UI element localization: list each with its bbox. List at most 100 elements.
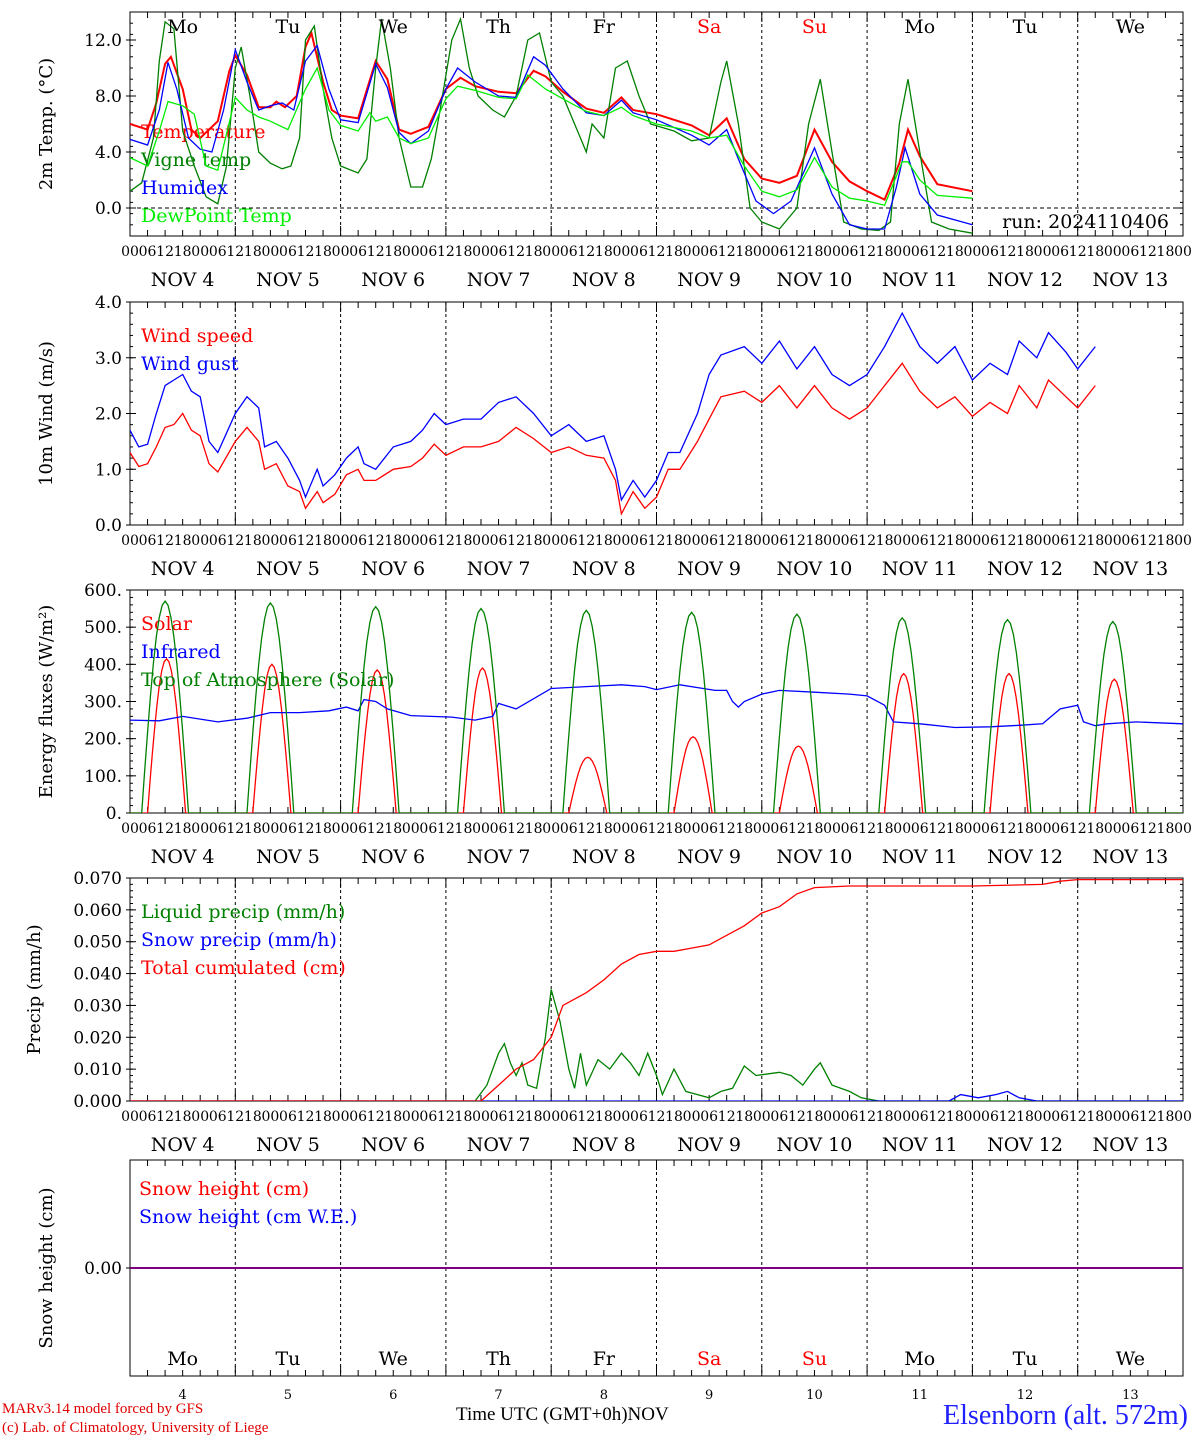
hour-tick-label: 12: [156, 821, 174, 837]
hour-tick-label: 12: [788, 821, 806, 837]
hour-tick-label: 00: [753, 821, 771, 837]
hour-tick-label: 06: [630, 533, 648, 549]
series-line: [130, 16, 973, 234]
day-number-label: 9: [705, 1388, 713, 1403]
hour-tick-label: 00: [1104, 533, 1122, 549]
hour-tick-label: 18: [1157, 244, 1175, 260]
hour-tick-label: 00: [963, 533, 981, 549]
hour-tick-label: 06: [419, 1109, 437, 1125]
series-line: [130, 684, 1183, 729]
y-tick-label: 8.0: [95, 87, 122, 107]
hour-tick-label: 06: [279, 1109, 297, 1125]
hour-tick-label: 18: [876, 1109, 894, 1125]
hour-tick-label: 18: [735, 821, 753, 837]
hour-tick-label: 18: [806, 821, 824, 837]
hour-tick-label: 00: [963, 244, 981, 260]
hour-tick-label: 12: [437, 1109, 455, 1125]
hour-tick-label: 12: [226, 533, 244, 549]
hour-tick-label: 06: [1121, 1109, 1139, 1125]
hour-tick-label: 12: [297, 533, 315, 549]
y-tick-label: 0.000: [73, 1092, 122, 1112]
hour-tick-label: 06: [911, 533, 929, 549]
y-tick-label: 4.0: [95, 293, 122, 313]
legend-entry: Vigne temp: [140, 149, 251, 171]
hour-tick-label: 06: [139, 244, 157, 260]
legend-entry: Snow height (cm W.E.): [139, 1206, 357, 1228]
weekday-label: Mo: [904, 1348, 935, 1370]
hour-tick-label: 06: [349, 821, 367, 837]
hour-tick-label: 18: [384, 1109, 402, 1125]
weekday-label: We: [1116, 1348, 1145, 1370]
hour-tick-label: 18: [455, 1109, 473, 1125]
weekday-label: Fr: [593, 1348, 616, 1370]
legend-entry: Solar: [141, 613, 193, 635]
hour-tick-label: 00: [542, 244, 560, 260]
y-tick-label: 0.0: [95, 199, 122, 219]
y-tick-label: 0.: [106, 804, 122, 824]
hour-tick-label: 06: [209, 533, 227, 549]
weekday-label: Sa: [697, 16, 721, 38]
series-line: [130, 311, 1096, 502]
y-axis-label: Energy fluxes (W/m²): [36, 605, 57, 799]
hour-tick-label: 06: [490, 244, 508, 260]
date-label: NOV 13: [1092, 269, 1168, 291]
hour-tick-label: 00: [261, 821, 279, 837]
date-label: NOV 4: [151, 558, 215, 580]
hour-tick-label: 06: [560, 821, 578, 837]
hour-tick-label: 18: [876, 821, 894, 837]
hour-tick-label: 06: [700, 821, 718, 837]
hour-tick-label: 00: [1034, 244, 1052, 260]
hour-tick-label: 18: [525, 1109, 543, 1125]
y-tick-label: 0.020: [73, 1028, 122, 1048]
weekday-label: Su: [802, 1348, 827, 1370]
hour-tick-label: 18: [1086, 244, 1104, 260]
day-number-label: 10: [806, 1388, 823, 1403]
hour-tick-label: 06: [911, 244, 929, 260]
hour-tick-label: 06: [700, 244, 718, 260]
hour-tick-label: 12: [297, 244, 315, 260]
hour-tick-label: 06: [770, 533, 788, 549]
date-label: NOV 13: [1092, 1134, 1168, 1156]
hour-tick-label: 12: [1139, 1109, 1157, 1125]
hour-tick-label: 00: [1034, 821, 1052, 837]
hour-tick-label: 06: [1051, 533, 1069, 549]
date-label: NOV 5: [256, 1134, 320, 1156]
weekday-label: Th: [486, 16, 511, 38]
hour-tick-label: 00: [893, 244, 911, 260]
hour-tick-label: 18: [806, 533, 824, 549]
y-tick-label: 0.010: [73, 1060, 122, 1080]
date-label: NOV 9: [677, 558, 741, 580]
hour-tick-label: 18: [946, 244, 964, 260]
hour-tick-label: 06: [700, 533, 718, 549]
date-label: NOV 9: [677, 846, 741, 868]
hour-tick-label: 12: [788, 244, 806, 260]
hour-tick-label: 06: [841, 533, 859, 549]
hour-tick-label: 12: [1069, 821, 1087, 837]
date-label: NOV 11: [882, 846, 958, 868]
hour-tick-label: 00: [893, 821, 911, 837]
hour-tick-label: 18: [244, 1109, 262, 1125]
hour-tick-label: 00: [1174, 533, 1192, 549]
hour-tick-label: 00: [191, 533, 209, 549]
hour-tick-label: 06: [419, 244, 437, 260]
hour-tick-label: 06: [981, 1109, 999, 1125]
hour-tick-label: 06: [1051, 1109, 1069, 1125]
date-label: NOV 12: [987, 558, 1063, 580]
hour-tick-label: 18: [525, 533, 543, 549]
hour-tick-label: 00: [1174, 244, 1192, 260]
day-number-label: 8: [600, 1388, 608, 1403]
hour-tick-label: 18: [455, 244, 473, 260]
hour-tick-label: 18: [174, 244, 192, 260]
hour-tick-label: 00: [472, 1109, 490, 1125]
hour-tick-label: 00: [402, 244, 420, 260]
hour-tick-label: 00: [612, 1109, 630, 1125]
hour-tick-label: 12: [507, 1109, 525, 1125]
series-line: [130, 878, 1183, 1101]
hour-tick-label: 06: [770, 244, 788, 260]
hour-tick-label: 18: [1086, 1109, 1104, 1125]
date-label: NOV 7: [467, 846, 531, 868]
hour-tick-label: 00: [472, 244, 490, 260]
hour-tick-label: 12: [367, 1109, 385, 1125]
hour-tick-label: 18: [1016, 244, 1034, 260]
legend-entry: Humidex: [141, 177, 228, 199]
